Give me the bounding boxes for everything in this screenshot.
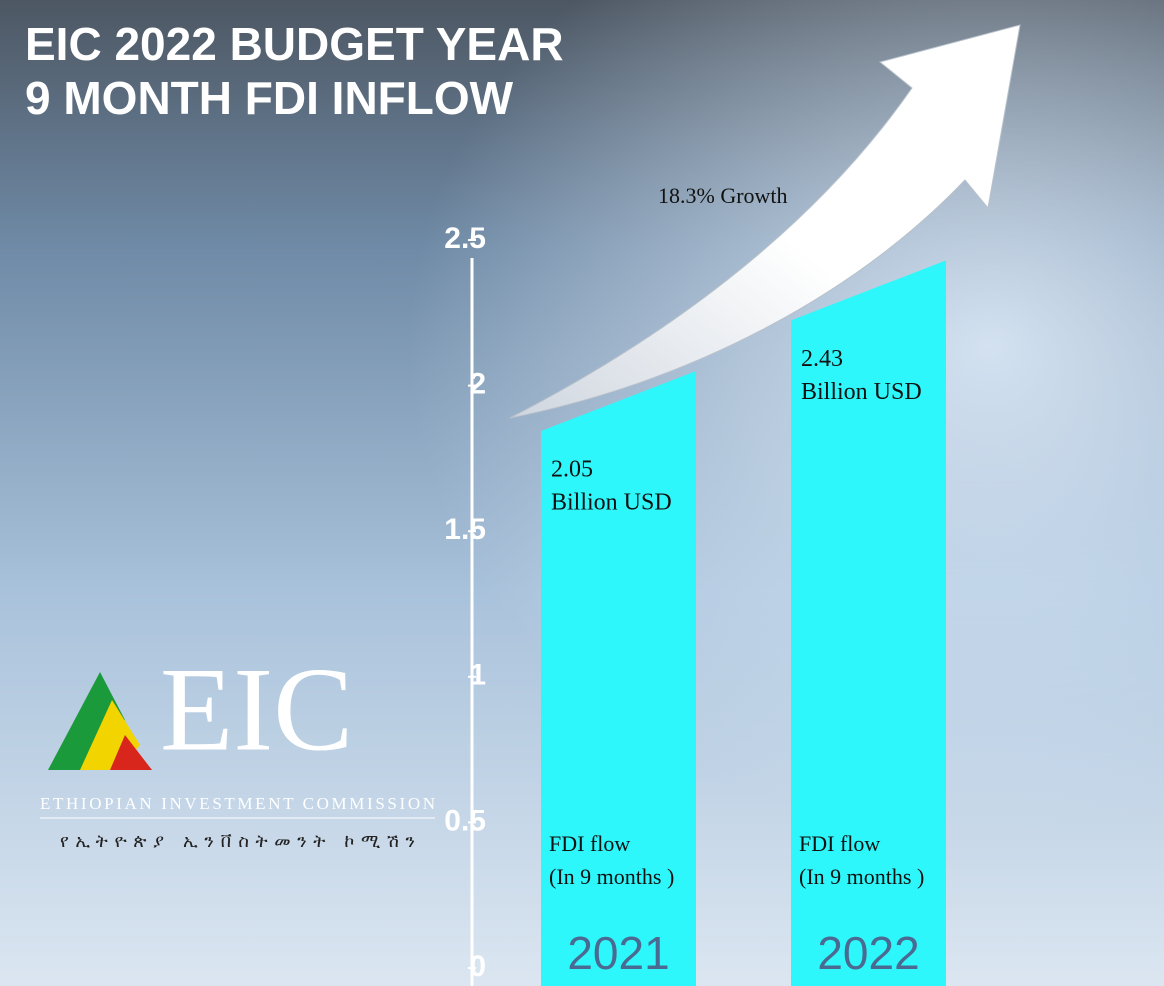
bar-note: FDI flow [549,831,630,856]
value-label: 2.05 [551,457,593,483]
logo-mark: EIC [160,643,353,776]
bar-note: FDI flow [799,831,880,856]
y-tick-label: 1.5 [444,513,486,546]
growth-arrow [509,24,1021,419]
y-tick-label: 1 [469,659,486,692]
bar [541,371,696,986]
value-unit: Billion USD [551,490,672,516]
chart-title: EIC 2022 BUDGET YEAR [25,18,564,70]
y-tick-label: 2.5 [444,222,486,255]
y-tick-label: 0 [469,950,486,983]
logo-name: ETHIOPIAN INVESTMENT COMMISSION [40,794,435,813]
annotation: 18.3% Growth [658,183,788,208]
chart-title: 9 MONTH FDI INFLOW [25,72,514,124]
bar [791,260,946,986]
value-label: 2.43 [801,346,843,372]
x-tick-label: 2022 [817,927,919,979]
logo-green [48,672,125,770]
logo-red [110,735,152,770]
value-unit: Billion USD [801,379,922,405]
x-tick-label: 2021 [567,927,669,979]
bar-note: (In 9 months ) [549,864,674,889]
y-tick-label: 0.5 [444,804,486,837]
bar-note: (In 9 months ) [799,864,924,889]
y-tick-label: 2 [469,368,486,401]
